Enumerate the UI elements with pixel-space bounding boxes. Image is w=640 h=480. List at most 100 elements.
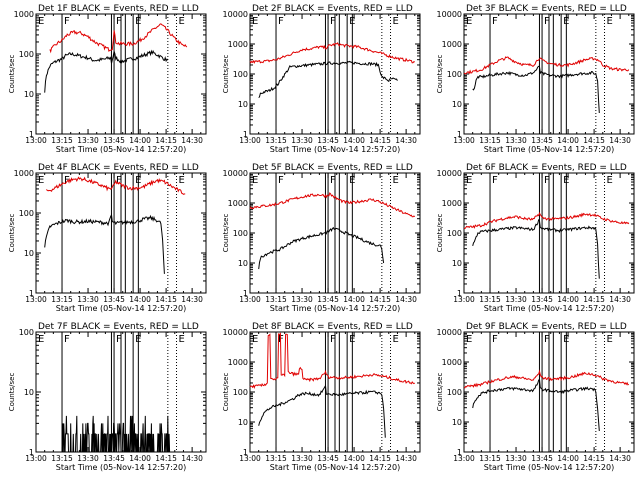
x-tick-label: 13:45 xyxy=(317,454,339,463)
x-tick-label: 14:15 xyxy=(369,136,391,145)
marker-label: F xyxy=(278,16,284,27)
y-axis-label: Counts/sec xyxy=(8,373,16,412)
marker-label: E xyxy=(466,334,472,345)
y-tick-label: 10 xyxy=(452,259,462,268)
y-axis-label: Counts/sec xyxy=(436,55,444,94)
x-tick-label: 14:15 xyxy=(155,295,177,304)
panel-title: Det 4F BLACK = Events, RED = LLD xyxy=(38,163,199,173)
marker-label: F xyxy=(544,334,550,345)
y-tick-label: 1000 xyxy=(14,169,34,178)
x-tick-label: 13:15 xyxy=(479,454,501,463)
series-lld-line xyxy=(463,369,630,389)
x-axis-label: Start Time (05-Nov-14 12:57:20) xyxy=(270,304,400,313)
series-lld-line xyxy=(49,23,188,54)
series-lld-line xyxy=(463,211,630,230)
marker-label: E xyxy=(349,175,355,186)
x-tick-label: 13:00 xyxy=(239,454,261,463)
y-tick-label: 1 xyxy=(457,448,462,457)
y-tick-label: 1000 xyxy=(228,358,248,367)
x-tick-label: 14:15 xyxy=(155,136,177,145)
marker-label: E xyxy=(466,175,472,186)
x-tick-label: 14:00 xyxy=(557,136,579,145)
panel-title: Det 8F BLACK = Events, RED = LLD xyxy=(252,322,413,332)
x-tick-label: 13:15 xyxy=(51,295,73,304)
y-tick-label: 1 xyxy=(29,448,34,457)
x-tick-label: 13:00 xyxy=(25,454,47,463)
x-tick-label: 14:00 xyxy=(343,454,365,463)
x-tick-label: 13:30 xyxy=(291,136,313,145)
x-tick-label: 14:00 xyxy=(129,454,151,463)
marker-label: E xyxy=(252,175,258,186)
x-tick-label: 13:30 xyxy=(291,454,313,463)
x-tick-label: 13:45 xyxy=(317,295,339,304)
x-tick-label: 14:15 xyxy=(155,454,177,463)
y-axis-label: Counts/sec xyxy=(222,214,230,253)
y-tick-label: 1 xyxy=(243,130,248,139)
panel-title: Det 2F BLACK = Events, RED = LLD xyxy=(252,4,413,14)
y-tick-label: 100 xyxy=(233,229,248,238)
y-tick-label: 100 xyxy=(19,209,34,218)
y-tick-label: 10000 xyxy=(223,169,248,178)
y-tick-label: 1 xyxy=(29,289,34,298)
x-tick-label: 13:00 xyxy=(25,136,47,145)
panel-9: Det 9F BLACK = Events, RED = LLD Counts/s… xyxy=(436,322,635,472)
y-tick-label: 100 xyxy=(233,388,248,397)
y-axis-label: Counts/sec xyxy=(436,373,444,412)
y-axis-label: Counts/sec xyxy=(222,373,230,412)
x-tick-label: 14:15 xyxy=(583,454,605,463)
panel-1: Det 1F BLACK = Events, RED = LLD Counts/s… xyxy=(8,4,207,154)
x-tick-label: 14:00 xyxy=(343,136,365,145)
marker-label: F xyxy=(116,16,122,27)
series-events-line xyxy=(472,65,600,114)
y-tick-label: 10 xyxy=(238,259,248,268)
x-tick-label: 14:00 xyxy=(557,295,579,304)
marker-label: F xyxy=(492,16,498,27)
marker-label: F xyxy=(330,175,336,186)
marker-label: E xyxy=(466,16,472,27)
x-tick-label: 13:00 xyxy=(25,295,47,304)
y-tick-label: 100 xyxy=(233,70,248,79)
x-tick-label: 13:30 xyxy=(77,136,99,145)
x-tick-label: 14:00 xyxy=(343,295,365,304)
y-tick-label: 10000 xyxy=(223,328,248,337)
series-events-line xyxy=(258,226,385,270)
panel-title: Det 9F BLACK = Events, RED = LLD xyxy=(466,322,627,332)
marker-label: E xyxy=(563,334,569,345)
x-axis-label: Start Time (05-Nov-14 12:57:20) xyxy=(484,145,614,154)
y-tick-label: 100 xyxy=(447,70,462,79)
x-tick-label: 14:00 xyxy=(557,454,579,463)
marker-label: F xyxy=(64,175,70,186)
y-axis-label: Counts/sec xyxy=(436,214,444,253)
marker-label: F xyxy=(278,175,284,186)
y-tick-label: 1000 xyxy=(228,40,248,49)
marker-label: E xyxy=(179,334,185,345)
x-tick-label: 14:30 xyxy=(395,295,417,304)
x-tick-label: 13:00 xyxy=(239,136,261,145)
x-tick-label: 13:30 xyxy=(291,295,313,304)
marker-label: F xyxy=(330,334,336,345)
marker-label: E xyxy=(135,16,141,27)
panel-3: Det 3F BLACK = Events, RED = LLD Counts/s… xyxy=(436,4,635,154)
marker-label: E xyxy=(563,175,569,186)
x-tick-label: 13:00 xyxy=(239,295,261,304)
marker-label: E xyxy=(135,334,141,345)
marker-label: E xyxy=(38,334,44,345)
marker-label: E xyxy=(393,175,399,186)
panel-4: Det 4F BLACK = Events, RED = LLD Counts/s… xyxy=(8,163,207,313)
marker-label: F xyxy=(544,175,550,186)
marker-label: E xyxy=(179,16,185,27)
x-tick-label: 14:15 xyxy=(583,136,605,145)
series-lld-line xyxy=(249,192,416,218)
y-axis-label: Counts/sec xyxy=(222,55,230,94)
panel-title: Det 3F BLACK = Events, RED = LLD xyxy=(466,4,627,14)
marker-label: F xyxy=(278,334,284,345)
x-tick-label: 14:30 xyxy=(181,136,203,145)
marker-label: E xyxy=(252,16,258,27)
x-tick-label: 13:30 xyxy=(77,295,99,304)
y-tick-label: 10 xyxy=(24,249,34,258)
panel-8: Det 8F BLACK = Events, RED = LLD Counts/s… xyxy=(222,322,421,472)
series-events-line xyxy=(472,377,600,432)
x-axis-label: Start Time (05-Nov-14 12:57:20) xyxy=(56,145,186,154)
y-tick-label: 10 xyxy=(24,388,34,397)
x-tick-label: 13:15 xyxy=(265,136,287,145)
